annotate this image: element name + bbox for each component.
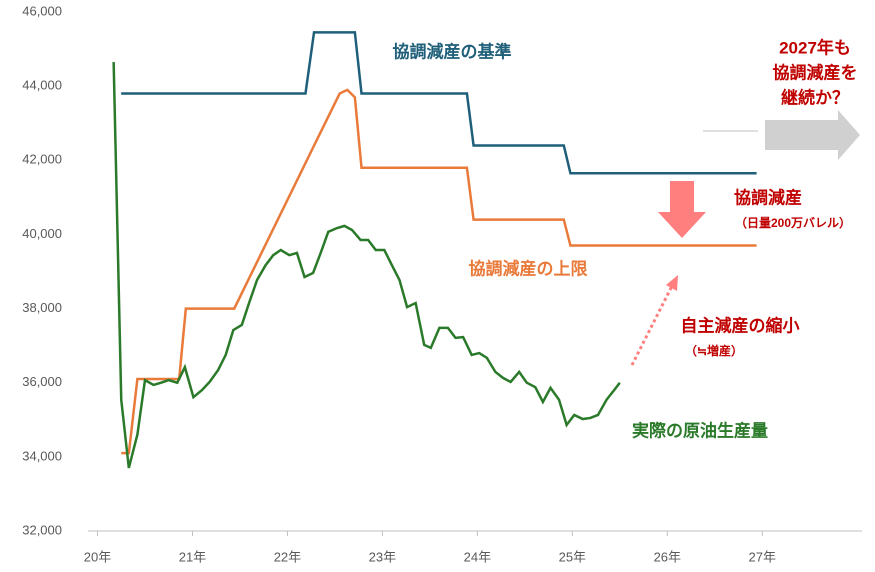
x-tick-label: 27年 [749,549,776,564]
annotation: （日量200万バレル） [735,215,851,230]
cut-arrow [658,181,706,238]
increase-arrow-head [666,275,678,291]
x-tick-label: 21年 [179,549,206,564]
y-tick-label: 40,000 [22,226,62,241]
series-line [112,62,621,469]
y-tick-label: 32,000 [22,522,62,537]
series-line [121,88,757,455]
series-label: 協調減産の上限 [469,258,588,278]
x-tick-label: 23年 [369,549,396,564]
annotation: 継続か？ [781,87,849,107]
annotation: 協調減産を [773,62,858,82]
continue-arrow [765,110,860,160]
increase-arrow [630,285,674,366]
x-tick-label: 20年 [84,549,111,564]
x-tick-label: 26年 [654,549,681,564]
y-tick-label: 36,000 [22,374,62,389]
series-label: 実際の原油生産量 [632,420,768,440]
annotation: 自主減産の縮小 [681,315,800,335]
annotation: 協調減産 [734,187,802,207]
annotation: （≒増産） [685,343,743,358]
y-tick-label: 44,000 [22,78,62,93]
x-tick-label: 25年 [559,549,586,564]
x-tick-label: 22年 [274,549,301,564]
y-tick-label: 46,000 [22,3,62,18]
series-line [121,31,757,175]
annotation: 2027年も [779,37,851,57]
series-label: 協調減産の基準 [393,41,512,61]
y-tick-label: 38,000 [22,300,62,315]
x-tick-label: 24年 [464,549,491,564]
y-tick-label: 42,000 [22,152,62,167]
y-tick-label: 34,000 [22,448,62,463]
